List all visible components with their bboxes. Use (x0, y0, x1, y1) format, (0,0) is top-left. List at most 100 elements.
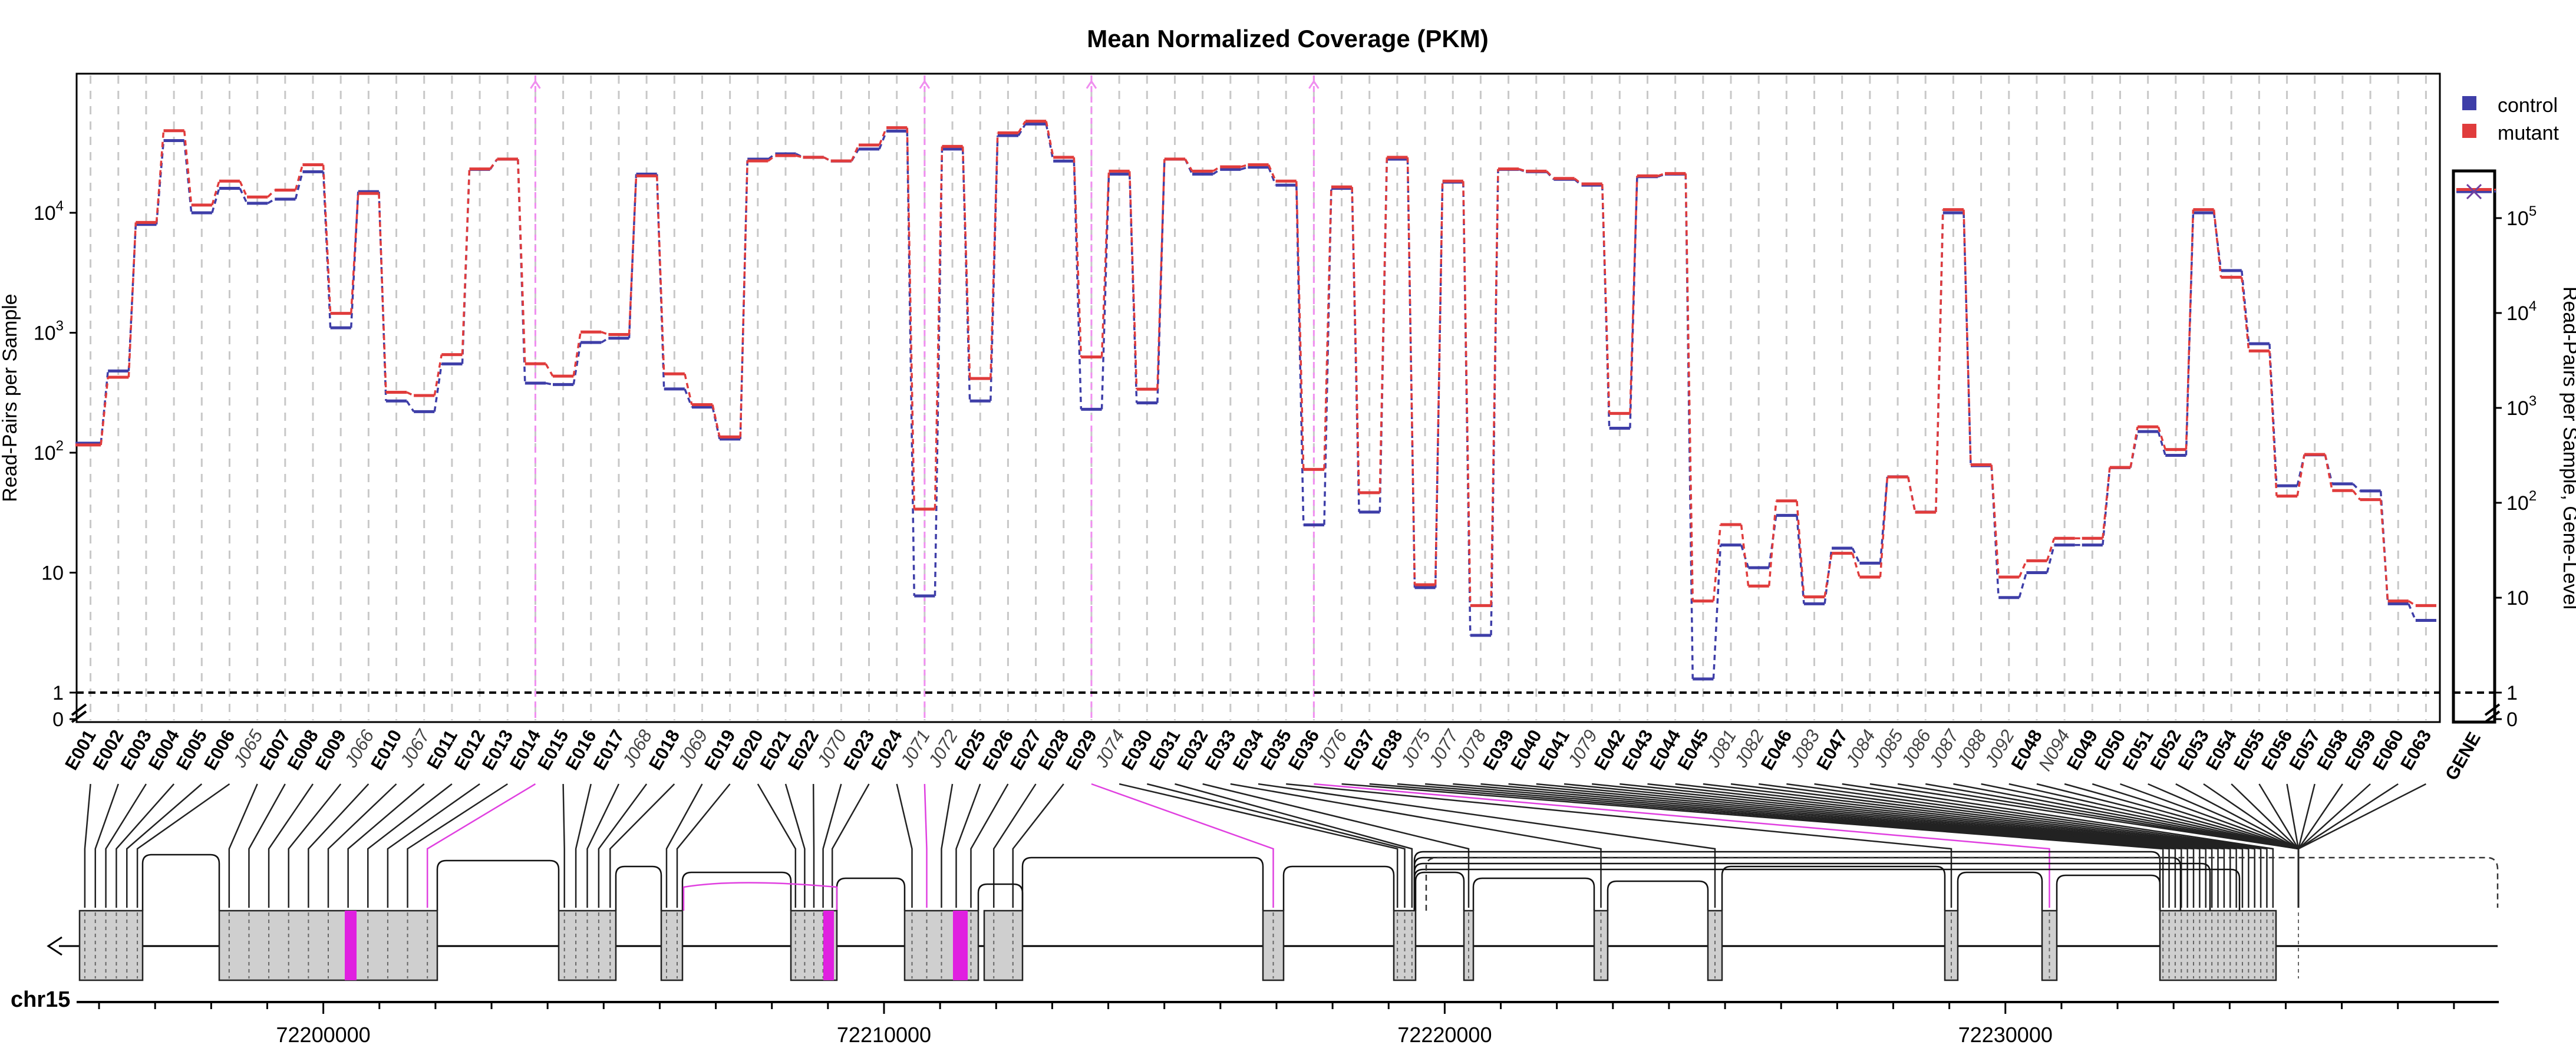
series-connector (1434, 181, 1444, 585)
series-connector (2268, 344, 2278, 486)
series-connector (2296, 454, 2305, 486)
series-connector (1851, 548, 1861, 564)
series-connector (1240, 163, 1248, 168)
y-axis-label: Read-Pairs per Sample (0, 294, 21, 502)
series-connector (322, 164, 332, 314)
series-connector (2046, 538, 2056, 561)
connector-line (136, 783, 230, 908)
x-category-label: E017 (589, 726, 628, 773)
splice-junction-arc (977, 883, 1024, 911)
series-connector (1490, 169, 1499, 606)
connector-line (1286, 783, 1952, 908)
x-category-label: E006 (200, 726, 239, 773)
splice-junction-arc (1472, 877, 1595, 911)
highlighted-exon (345, 911, 357, 980)
connector-line (84, 783, 91, 908)
splice-junction-arc (1957, 871, 2043, 911)
connector-line (923, 783, 928, 908)
series-connector (461, 169, 471, 355)
y-tick-label-right: 1 (2506, 682, 2518, 704)
novel-junction-arc (1425, 856, 2499, 911)
splice-junction-arc (836, 877, 906, 911)
series-connector (1045, 121, 1054, 158)
connector-line (94, 783, 119, 908)
series-connector (1240, 166, 1248, 171)
connector-line (1175, 783, 1413, 908)
x-category-label: E022 (784, 726, 823, 773)
connector-line (955, 783, 981, 908)
x-category-label: E046 (1757, 726, 1796, 773)
connector-line (248, 783, 286, 908)
series-connector (100, 377, 109, 446)
genome-axis: 72200000 72210000 72220000 72230000 (77, 1001, 2499, 1047)
connector-line (288, 783, 342, 908)
splice-junction-arc (1413, 868, 2241, 911)
exon-block (1463, 910, 1475, 981)
series-connector (1267, 166, 1277, 186)
axis-break-right (2484, 703, 2501, 723)
y-tick-label: 1 (52, 682, 64, 704)
series-connector (1406, 157, 1416, 585)
connector-line (609, 783, 675, 908)
series-connector (1629, 176, 1638, 429)
series-connector (1768, 515, 1777, 568)
splice-junction-arc (615, 865, 662, 911)
series-connector (1935, 212, 1944, 512)
series-connector (489, 158, 499, 170)
series-connector (1657, 172, 1665, 177)
series-connector (1184, 159, 1193, 172)
series-connector (1712, 524, 1722, 601)
series-connector (294, 164, 304, 190)
y-tick-label-right: 102 (2506, 488, 2537, 515)
series-lines (75, 120, 2496, 681)
splice-junction-arc (1282, 865, 1395, 911)
y-tick-label: 10 (41, 562, 64, 585)
splice-junction-arc (1021, 856, 1264, 911)
series-connector (1073, 157, 1083, 357)
splice-junction-arc (681, 871, 792, 911)
chromosome-label: chr15 (11, 987, 70, 1012)
series-connector (572, 342, 582, 385)
axis-break-left (71, 703, 87, 723)
connector-line (1842, 783, 2274, 908)
x-category-label: E038 (1367, 726, 1407, 773)
series-connector (2296, 454, 2305, 496)
connector-line (1730, 783, 2250, 908)
connector-line (598, 783, 648, 908)
series-connector (1017, 123, 1027, 136)
x-category-label: J084 (1842, 726, 1879, 772)
series-connector (2241, 270, 2250, 344)
connector-line (1091, 783, 1274, 908)
series-connector (1100, 171, 1110, 357)
series-connector (2324, 454, 2334, 491)
series-connector (211, 180, 220, 206)
series-connector (1128, 171, 1138, 390)
connector-line (1119, 783, 1399, 908)
series-connector (906, 131, 916, 596)
splice-junction-arc (1413, 862, 2211, 911)
connector-line (586, 783, 620, 908)
series-connector (2129, 426, 2139, 468)
x-category-label: E041 (1534, 726, 1574, 773)
series-connector (1768, 500, 1777, 586)
series-connector (267, 198, 276, 205)
exon-block (983, 910, 1024, 981)
series-connector (2379, 499, 2389, 601)
x-category-label: E018 (645, 726, 684, 773)
series-connector (1629, 176, 1638, 414)
connector-line (831, 783, 870, 908)
series-connector (601, 331, 609, 336)
splice-junction-arc (1413, 851, 2161, 911)
series-connector (1518, 167, 1526, 173)
exon-connector-lines (84, 783, 2426, 908)
splice-junction-arc (1413, 856, 2182, 911)
series-connector (655, 176, 665, 374)
series-connector (1935, 209, 1944, 513)
x-category-label: J071 (896, 726, 934, 772)
y-tick-label-right: 0 (2506, 709, 2518, 731)
series-connector (378, 193, 387, 393)
series-connector (545, 363, 554, 377)
x-category-label: E047 (1812, 726, 1852, 773)
